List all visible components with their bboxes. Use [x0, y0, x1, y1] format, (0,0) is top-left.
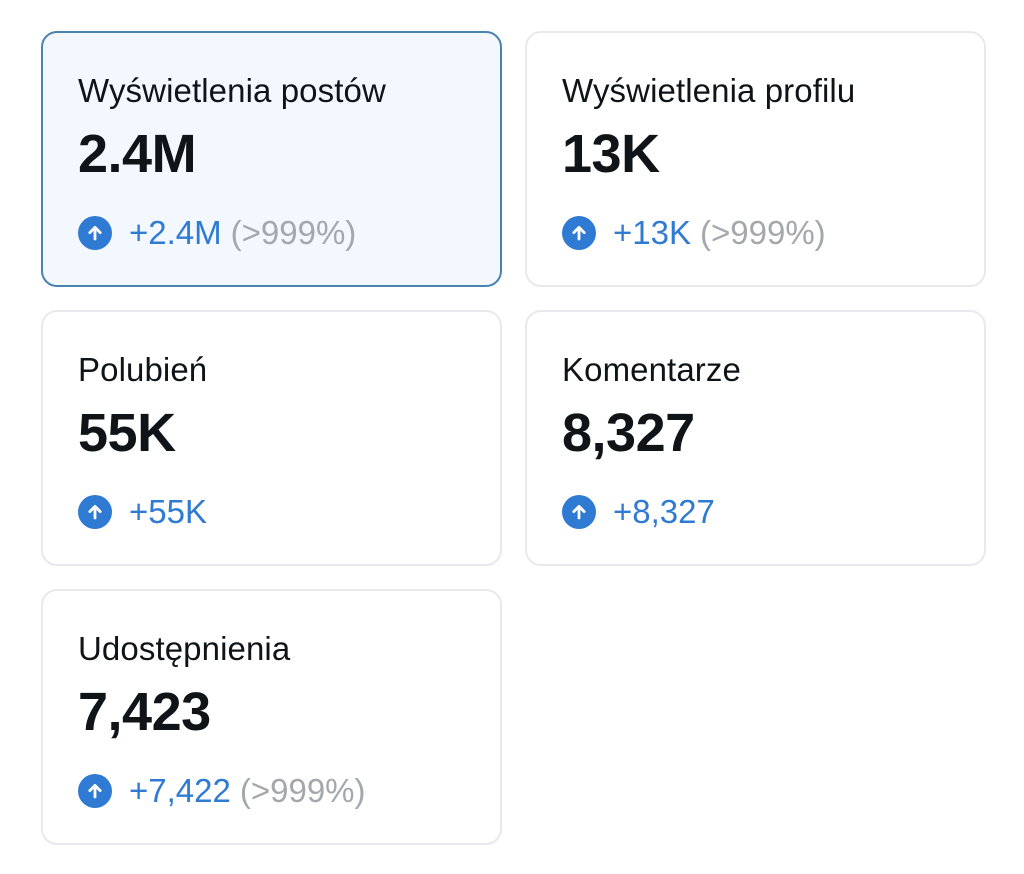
stat-value: 13K	[562, 124, 660, 184]
stat-delta: +2.4M	[129, 214, 222, 251]
stat-change: +13K (>999%)	[562, 213, 984, 253]
stat-card-profile-views[interactable]: Wyświetlenia profilu 13K +13K (>999%)	[525, 31, 986, 287]
stat-change: +55K	[78, 492, 500, 532]
arrow-up-icon	[78, 774, 112, 808]
stat-card-post-views[interactable]: Wyświetlenia postów 2.4M +2.4M (>999%)	[41, 31, 502, 287]
arrow-up-icon	[78, 216, 112, 250]
stat-title: Komentarze	[562, 351, 741, 388]
stat-percent: (>999%)	[700, 214, 826, 251]
stat-title: Wyświetlenia postów	[78, 72, 386, 109]
stat-percent: (>999%)	[239, 772, 366, 809]
stat-value: 8,327	[562, 403, 695, 463]
arrow-up-icon	[562, 216, 596, 250]
stat-card-shares[interactable]: Udostępnienia 7,423 +7,422 (>999%)	[41, 589, 502, 845]
stat-title: Udostępnienia	[78, 630, 291, 667]
stat-change: +2.4M (>999%)	[78, 213, 500, 253]
stat-percent: (>999%)	[230, 214, 357, 251]
stat-value: 2.4M	[78, 124, 197, 184]
stat-change: +7,422 (>999%)	[78, 771, 500, 811]
stat-value: 55K	[78, 403, 176, 463]
stat-delta: +55K	[129, 493, 207, 530]
stat-title: Polubień	[78, 351, 208, 388]
stat-delta: +7,422	[129, 772, 231, 809]
stats-grid: Wyświetlenia postów 2.4M +2.4M (>999%) W…	[41, 31, 986, 845]
arrow-up-icon	[78, 495, 112, 529]
stat-change: +8,327	[562, 492, 984, 532]
stat-title: Wyświetlenia profilu	[562, 72, 856, 109]
stat-delta: +8,327	[613, 493, 715, 530]
stat-card-comments[interactable]: Komentarze 8,327 +8,327	[525, 310, 986, 566]
stat-delta: +13K	[613, 214, 691, 251]
arrow-up-icon	[562, 495, 596, 529]
stat-card-likes[interactable]: Polubień 55K +55K	[41, 310, 502, 566]
stat-value: 7,423	[78, 682, 211, 742]
